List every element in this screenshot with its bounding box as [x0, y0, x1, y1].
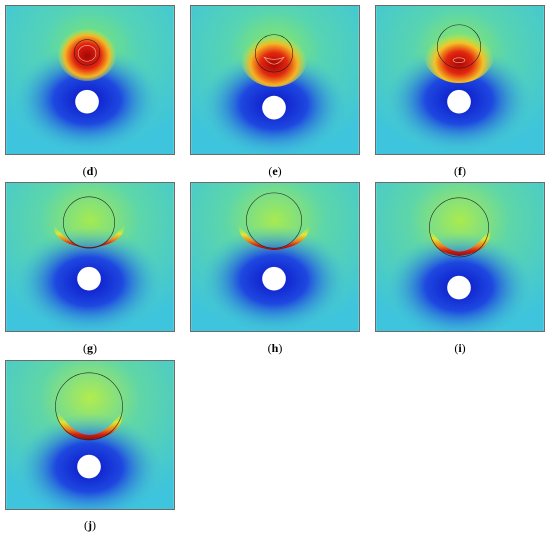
panel-j [5, 360, 175, 510]
inner-contour [77, 45, 97, 62]
bubble-outline [55, 372, 123, 441]
bubble-outline [73, 39, 101, 66]
inner-contour [263, 56, 285, 65]
obstacle-circle [77, 266, 101, 291]
panel-e [190, 5, 360, 155]
caption-h: (h) [267, 341, 283, 355]
bubble-outline [254, 34, 294, 73]
bubble-outline [63, 196, 115, 249]
inner-contour [452, 57, 466, 64]
caption-f: (f) [454, 164, 466, 178]
field-plot-g [5, 182, 175, 332]
caption-i: (i) [454, 341, 466, 355]
panel-f [375, 5, 545, 155]
obstacle-circle [262, 95, 286, 120]
caption-e: (e) [268, 164, 282, 178]
obstacle-circle [262, 266, 286, 291]
field-plot-e [190, 5, 360, 155]
obstacle-circle [75, 89, 99, 114]
caption-g: (g) [83, 341, 97, 355]
caption-d: (d) [82, 164, 98, 178]
field-plot-d [5, 5, 175, 155]
bubble-outline [246, 192, 302, 249]
panel-d [5, 5, 175, 155]
panel-h [190, 182, 360, 332]
field-plot-i [375, 182, 545, 332]
obstacle-circle [447, 275, 471, 300]
field-plot-f [375, 5, 545, 155]
field-plot-h [190, 182, 360, 332]
caption-j: (j) [84, 518, 96, 532]
panel-g [5, 182, 175, 332]
obstacle-circle [447, 89, 471, 114]
obstacle-circle [77, 454, 101, 479]
bubble-outline [429, 197, 489, 258]
panel-i [375, 182, 545, 332]
field-plot-j [5, 360, 175, 510]
bubble-outline [437, 24, 482, 69]
